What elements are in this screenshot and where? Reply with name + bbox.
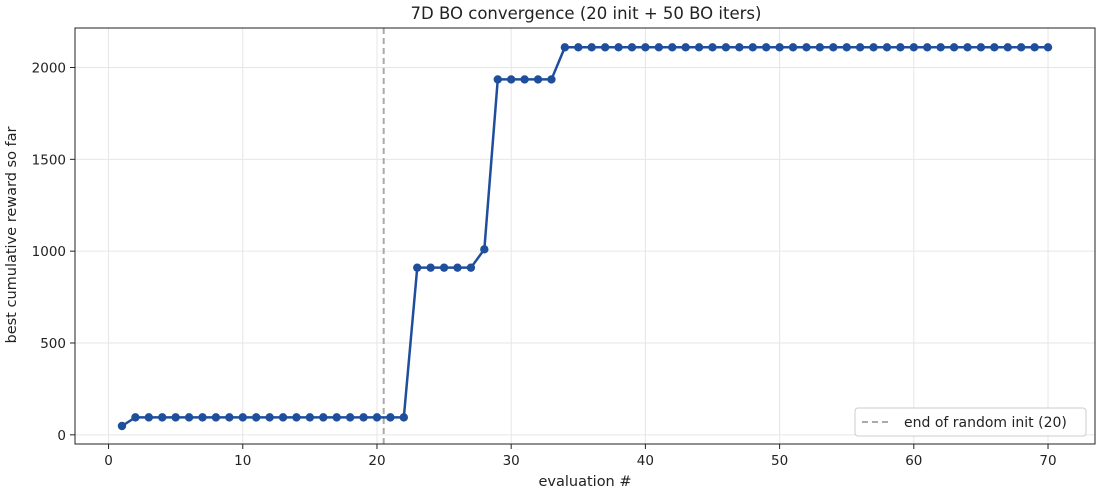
- data-point: [641, 43, 650, 52]
- data-point: [761, 43, 771, 52]
- data-point: [426, 263, 435, 272]
- data-point: [842, 43, 851, 52]
- series-line: [121, 46, 1049, 428]
- data-point: [681, 43, 690, 52]
- data-point: [158, 413, 167, 422]
- data-point: [909, 43, 919, 52]
- data-point: [708, 43, 717, 52]
- data-point: [211, 413, 221, 422]
- data-point: [345, 413, 355, 422]
- data-point: [332, 413, 341, 422]
- x-tick-label: 70: [1039, 453, 1056, 469]
- y-tick-label: 500: [40, 336, 66, 352]
- data-point: [117, 421, 127, 431]
- data-point: [265, 413, 274, 422]
- data-point: [587, 43, 596, 52]
- x-tick-label: 30: [503, 453, 520, 469]
- data-point: [721, 43, 731, 52]
- legend-box: [854, 407, 1087, 437]
- data-point: [896, 43, 905, 52]
- data-point: [963, 43, 972, 52]
- data-point: [198, 413, 207, 422]
- data-point: [533, 75, 543, 84]
- data-point: [990, 43, 999, 52]
- data-point: [171, 413, 180, 422]
- x-axis-label: evaluation #: [538, 474, 631, 490]
- data-point: [574, 43, 583, 52]
- legend: end of random init (20): [854, 407, 1087, 437]
- data-point: [1016, 43, 1026, 52]
- x-tick-label: 50: [771, 453, 788, 469]
- data-point: [493, 75, 502, 84]
- data-point: [936, 43, 945, 52]
- plot-frame: [74, 27, 1096, 445]
- data-point: [359, 413, 368, 422]
- x-tick-label: 40: [637, 453, 654, 469]
- data-point: [305, 413, 315, 422]
- data-point: [466, 263, 476, 272]
- data-point: [694, 43, 704, 52]
- y-axis-label: best cumulative reward so far: [4, 126, 20, 343]
- y-tick-label: 0: [57, 428, 66, 444]
- data-point: [614, 43, 623, 52]
- data-point: [560, 43, 570, 52]
- data-point: [1030, 43, 1039, 52]
- data-point: [949, 43, 959, 52]
- data-point: [278, 413, 288, 422]
- data-point: [829, 43, 838, 52]
- data-point: [238, 413, 247, 422]
- x-axis-ticks: 0 10 20 30 40 50 60 70: [104, 444, 1057, 469]
- series-layer: [117, 43, 1053, 431]
- data-point: [372, 413, 382, 422]
- data-point: [923, 43, 932, 52]
- data-point: [225, 413, 234, 422]
- data-point: [413, 263, 422, 272]
- x-tick-label: 20: [368, 453, 385, 469]
- data-point: [735, 43, 744, 52]
- data-point: [399, 413, 409, 422]
- data-point: [453, 263, 462, 272]
- chart-title: 7D BO convergence (20 init + 50 BO iters…: [411, 4, 762, 23]
- data-point: [292, 413, 301, 422]
- data-point: [882, 43, 892, 52]
- data-point: [251, 413, 261, 422]
- y-tick-label: 1000: [32, 244, 66, 260]
- data-point: [976, 43, 986, 52]
- data-point: [869, 43, 878, 52]
- x-tick-label: 10: [234, 453, 251, 469]
- data-point: [668, 43, 677, 52]
- data-point: [775, 43, 784, 52]
- data-point: [144, 413, 154, 422]
- data-point: [480, 245, 489, 254]
- data-point: [131, 413, 140, 422]
- data-point: [520, 75, 529, 84]
- data-point: [506, 75, 516, 84]
- data-point: [1043, 43, 1053, 52]
- legend-label: end of random init (20): [904, 415, 1067, 431]
- data-point: [802, 43, 811, 52]
- data-point: [855, 43, 865, 52]
- grid-lines: [75, 28, 1095, 444]
- data-point: [386, 413, 395, 422]
- x-tick-label: 60: [905, 453, 922, 469]
- data-point: [748, 43, 757, 52]
- data-point: [815, 43, 825, 52]
- y-tick-label: 1500: [32, 152, 66, 168]
- data-point: [627, 43, 637, 52]
- y-axis-ticks: 0 500 1000 1500 2000: [32, 60, 75, 444]
- data-point: [654, 43, 664, 52]
- data-point: [1003, 43, 1012, 52]
- data-point: [184, 413, 194, 422]
- data-point: [439, 263, 449, 272]
- x-tick-label: 0: [104, 453, 113, 469]
- y-tick-label: 2000: [32, 60, 66, 76]
- data-point: [600, 43, 610, 52]
- data-point: [547, 75, 556, 84]
- data-point: [319, 413, 328, 422]
- data-point: [788, 43, 798, 52]
